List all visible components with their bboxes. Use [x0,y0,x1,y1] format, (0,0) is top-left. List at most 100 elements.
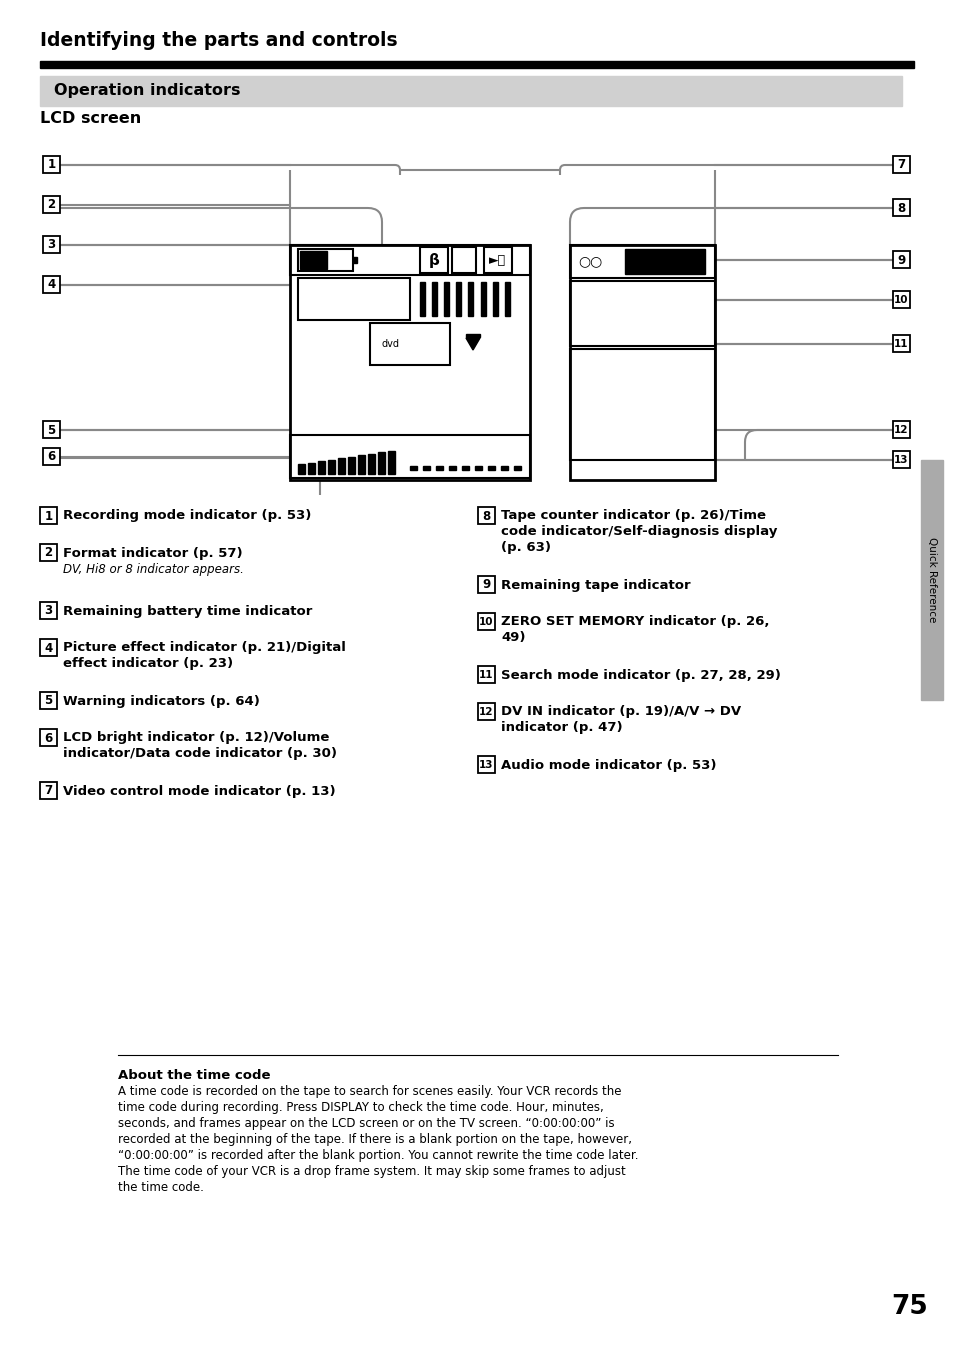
Bar [40,692,57,708]
Text: Operation indicators: Operation indicators [54,82,240,97]
Text: 10: 10 [478,617,494,627]
Bar [40,507,57,525]
Text: recorded at the beginning of the tape. If there is a blank portion on the tape, : recorded at the beginning of the tape. I… [118,1133,631,1146]
Bar [569,245,714,279]
Text: 9: 9 [482,579,490,592]
Text: Audio mode indicator (p. 53): Audio mode indicator (p. 53) [500,758,716,772]
Bar [444,283,449,316]
Bar [436,466,442,470]
Bar [328,460,335,475]
Text: code indicator/Self-diagnosis display: code indicator/Self-diagnosis display [500,526,777,538]
Bar [569,281,714,346]
Bar [477,576,495,594]
Bar [353,257,356,264]
Text: (p. 63): (p. 63) [500,542,551,554]
Bar [308,462,314,475]
Bar [368,453,375,475]
Text: 13: 13 [893,456,908,465]
Text: Remaining tape indicator: Remaining tape indicator [500,579,690,592]
Polygon shape [465,338,479,350]
Bar [493,283,497,316]
Bar [477,667,495,683]
Text: 11: 11 [893,339,908,349]
Text: 6: 6 [45,731,52,745]
Bar [348,457,355,475]
Bar [40,781,57,799]
Bar [504,283,509,316]
Bar [422,466,430,470]
Text: the time code.: the time code. [118,1182,204,1194]
Bar [377,452,385,475]
Bar [480,283,485,316]
Bar [514,466,520,470]
Bar [488,466,495,470]
Bar [297,464,305,475]
Bar [920,460,942,700]
Text: dvd: dvd [381,339,399,349]
Text: A time code is recorded on the tape to search for scenes easily. Your VCR record: A time code is recorded on the tape to s… [118,1086,620,1098]
Text: β: β [428,253,439,268]
Text: seconds, and frames appear on the LCD screen or on the TV screen. “0:00:00:00” i: seconds, and frames appear on the LCD sc… [118,1117,614,1130]
Text: LCD bright indicator (p. 12)/Volume: LCD bright indicator (p. 12)/Volume [63,731,329,745]
Text: 12: 12 [478,707,494,717]
Text: 4: 4 [48,279,55,292]
Bar [297,249,353,270]
Text: Picture effect indicator (p. 21)/Digital: Picture effect indicator (p. 21)/Digital [63,641,346,654]
Bar [500,466,507,470]
Text: Format indicator (p. 57): Format indicator (p. 57) [63,546,242,560]
Text: ►⏸: ►⏸ [489,254,506,266]
Text: 8: 8 [482,510,490,522]
Bar [461,466,469,470]
Text: Recording mode indicator (p. 53): Recording mode indicator (p. 53) [63,510,311,522]
Bar [43,155,60,173]
Text: ○○: ○○ [578,254,601,268]
Text: 7: 7 [45,784,52,798]
Bar [43,448,60,465]
Bar [290,435,530,479]
Bar [40,544,57,561]
Text: 2: 2 [48,199,55,211]
Text: 5: 5 [48,423,55,437]
Bar [357,456,365,475]
Text: 4: 4 [45,641,52,654]
Bar [477,612,495,630]
Text: 1: 1 [48,158,55,172]
Text: 11: 11 [478,671,494,680]
Bar [475,466,481,470]
Bar [337,458,345,475]
Bar [892,291,909,308]
Text: indicator/Data code indicator (p. 30): indicator/Data code indicator (p. 30) [63,748,336,760]
Text: “0:00:00:00” is recorded after the blank portion. You cannot rewrite the time co: “0:00:00:00” is recorded after the blank… [118,1149,638,1161]
Text: 13: 13 [478,760,494,771]
Bar [483,247,512,273]
Bar [419,247,448,273]
Text: 2: 2 [45,546,52,560]
Bar [624,249,704,274]
Bar [290,245,530,480]
Text: time code during recording. Press DISPLAY to check the time code. Hour, minutes,: time code during recording. Press DISPLA… [118,1101,603,1114]
Bar [892,452,909,468]
Text: 7: 7 [897,158,904,172]
Text: Remaining battery time indicator: Remaining battery time indicator [63,604,312,618]
Text: ZERO SET MEMORY indicator (p. 26,: ZERO SET MEMORY indicator (p. 26, [500,615,769,629]
Text: indicator (p. 47): indicator (p. 47) [500,722,622,734]
Bar [43,420,60,438]
Text: 5: 5 [45,695,52,707]
Text: The time code of your VCR is a drop frame system. It may skip some frames to adj: The time code of your VCR is a drop fram… [118,1165,625,1178]
Bar [43,237,60,253]
Bar [43,196,60,214]
Text: effect indicator (p. 23): effect indicator (p. 23) [63,657,233,671]
Bar [419,283,424,316]
Bar [40,729,57,746]
Bar [432,283,436,316]
Text: Quick Reference: Quick Reference [926,537,936,623]
Bar [569,245,714,480]
Bar [465,334,479,337]
Bar [40,602,57,619]
Bar [449,466,456,470]
Bar [452,247,476,273]
Text: 75: 75 [891,1294,927,1320]
Bar [477,507,495,525]
Text: Video control mode indicator (p. 13): Video control mode indicator (p. 13) [63,784,335,798]
Text: 1: 1 [45,510,52,522]
